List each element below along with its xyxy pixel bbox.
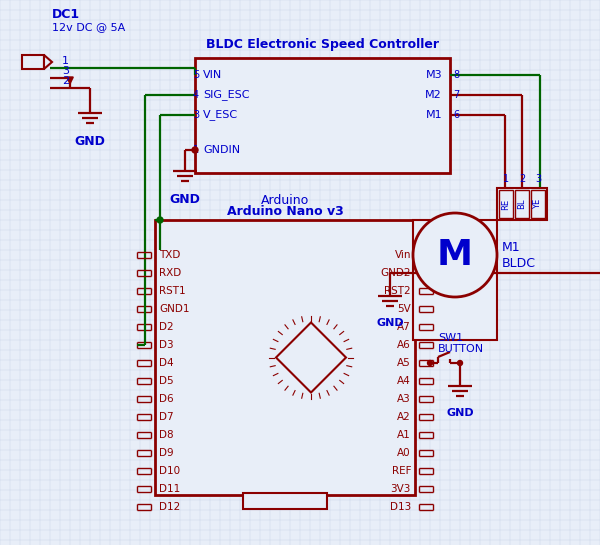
Text: 12v DC @ 5A: 12v DC @ 5A xyxy=(52,22,125,32)
Polygon shape xyxy=(276,323,346,392)
Bar xyxy=(22,55,44,69)
Text: D3: D3 xyxy=(159,340,173,350)
Text: A1: A1 xyxy=(397,430,411,440)
Text: 6: 6 xyxy=(453,110,459,120)
Text: GND: GND xyxy=(376,318,404,328)
Bar xyxy=(413,220,497,340)
Text: M2: M2 xyxy=(425,90,442,100)
Text: 5: 5 xyxy=(193,70,199,80)
Text: M1: M1 xyxy=(425,110,442,120)
Circle shape xyxy=(458,360,463,366)
Text: M: M xyxy=(437,238,473,272)
Bar xyxy=(515,190,529,218)
Text: BUTTON: BUTTON xyxy=(438,344,484,354)
Bar xyxy=(195,58,450,173)
Text: A7: A7 xyxy=(397,322,411,332)
Text: 1: 1 xyxy=(193,145,199,155)
Bar xyxy=(531,190,545,218)
Text: 4: 4 xyxy=(193,90,199,100)
Text: A4: A4 xyxy=(397,376,411,386)
Text: Arduino: Arduino xyxy=(261,194,309,207)
Text: 2: 2 xyxy=(62,76,69,86)
Text: BLDC Electronic Speed Controller: BLDC Electronic Speed Controller xyxy=(206,38,439,51)
Text: RXD: RXD xyxy=(159,268,181,278)
Text: D5: D5 xyxy=(159,376,173,386)
Text: YE: YE xyxy=(533,199,542,209)
Text: D10: D10 xyxy=(159,466,180,476)
Text: 3: 3 xyxy=(193,110,199,120)
Text: RST2: RST2 xyxy=(385,286,411,296)
Text: 7: 7 xyxy=(453,90,459,100)
Circle shape xyxy=(413,213,497,297)
Text: A5: A5 xyxy=(397,358,411,368)
Text: M1: M1 xyxy=(502,240,521,253)
Text: V_ESC: V_ESC xyxy=(203,110,238,120)
Text: A6: A6 xyxy=(397,340,411,350)
Text: VIN: VIN xyxy=(203,70,222,80)
Text: A3: A3 xyxy=(397,394,411,404)
Text: D13: D13 xyxy=(390,502,411,512)
Text: Vin: Vin xyxy=(395,250,411,260)
Text: REF: REF xyxy=(392,466,411,476)
Text: 1: 1 xyxy=(62,56,69,66)
Text: D4: D4 xyxy=(159,358,173,368)
Text: 2: 2 xyxy=(519,174,525,184)
Circle shape xyxy=(157,217,163,223)
Text: SIG_ESC: SIG_ESC xyxy=(203,89,250,100)
Text: D2: D2 xyxy=(159,322,173,332)
Text: RE: RE xyxy=(502,198,511,210)
Text: Arduino Nano v3: Arduino Nano v3 xyxy=(227,205,343,218)
Text: 8: 8 xyxy=(453,70,459,80)
Text: SW1: SW1 xyxy=(438,333,463,343)
Text: D7: D7 xyxy=(159,412,173,422)
Bar xyxy=(499,190,513,218)
Text: 3: 3 xyxy=(535,174,541,184)
Text: 1: 1 xyxy=(503,174,509,184)
Bar xyxy=(497,188,547,220)
Text: 3: 3 xyxy=(62,66,69,76)
Text: BLDC: BLDC xyxy=(502,257,536,269)
Text: RST1: RST1 xyxy=(159,286,185,296)
Text: D6: D6 xyxy=(159,394,173,404)
Text: GND2: GND2 xyxy=(380,268,411,278)
Bar xyxy=(155,220,415,495)
Text: DC1: DC1 xyxy=(52,8,80,21)
Text: GND1: GND1 xyxy=(159,304,190,314)
Text: A0: A0 xyxy=(397,448,411,458)
Text: GND: GND xyxy=(170,193,200,206)
Circle shape xyxy=(192,147,198,153)
Bar xyxy=(244,493,326,509)
Text: GND: GND xyxy=(446,408,474,418)
Polygon shape xyxy=(44,55,52,69)
Circle shape xyxy=(427,360,433,366)
Text: 3V3: 3V3 xyxy=(391,484,411,494)
Text: A2: A2 xyxy=(397,412,411,422)
Text: D11: D11 xyxy=(159,484,180,494)
Text: D9: D9 xyxy=(159,448,173,458)
Text: 5V: 5V xyxy=(397,304,411,314)
Text: D8: D8 xyxy=(159,430,173,440)
Text: BL: BL xyxy=(517,199,527,209)
Text: GNDIN: GNDIN xyxy=(203,145,240,155)
Text: TXD: TXD xyxy=(159,250,181,260)
Text: D12: D12 xyxy=(159,502,180,512)
Text: GND: GND xyxy=(74,135,106,148)
Text: M3: M3 xyxy=(425,70,442,80)
